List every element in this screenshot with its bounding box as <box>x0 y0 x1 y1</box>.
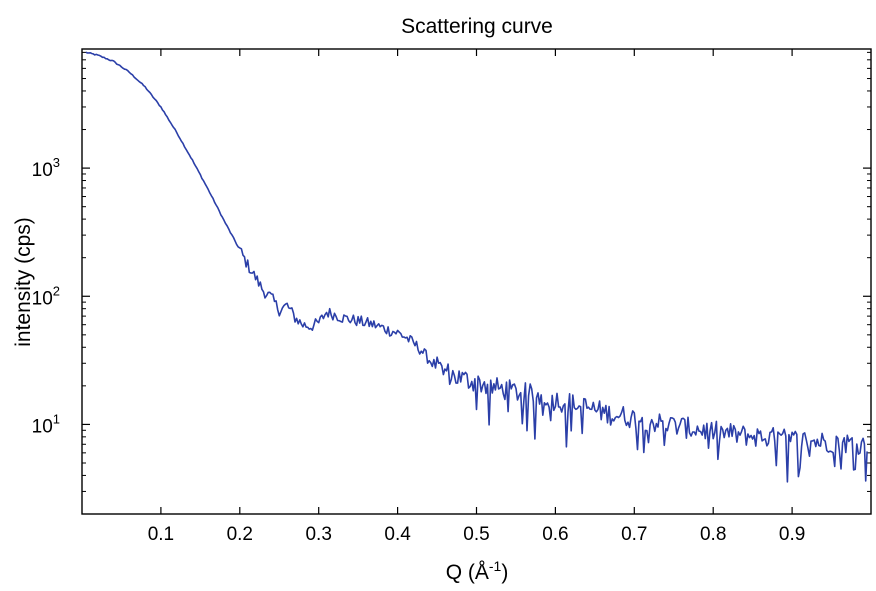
x-axis-label-main: Q (Å <box>446 561 489 584</box>
x-axis-label-superscript: -1 <box>489 558 502 574</box>
x-tick-label: 0.2 <box>227 524 253 545</box>
x-tick-label: 0.1 <box>148 524 174 545</box>
y-axis-ticks: 101 102 103 <box>32 51 871 515</box>
x-tick-label: 0.8 <box>700 524 726 545</box>
y-tick-label: 101 <box>32 411 60 437</box>
series-layer <box>85 51 868 483</box>
x-axis-ticks: 0.1 0.2 0.3 0.4 0.5 0.6 0.7 0.8 0.9 <box>148 49 805 545</box>
y-tick-label: 102 <box>32 283 60 309</box>
x-axis-label: Q (Å-1) <box>446 558 509 584</box>
x-tick-label: 0.4 <box>384 524 411 545</box>
y-tick-label: 103 <box>32 155 60 181</box>
x-tick-label: 0.6 <box>542 524 568 545</box>
x-axis-label-close: ) <box>501 561 508 584</box>
x-tick-label: 0.5 <box>463 524 489 545</box>
plot-area-frame <box>81 48 872 515</box>
x-tick-label: 0.7 <box>621 524 647 545</box>
y-axis-label: intensity (cps) <box>12 217 35 347</box>
series-line <box>85 51 868 483</box>
x-tick-label: 0.3 <box>305 524 331 545</box>
chart-title: Scattering curve <box>401 15 553 38</box>
x-tick-label: 0.9 <box>779 524 805 545</box>
